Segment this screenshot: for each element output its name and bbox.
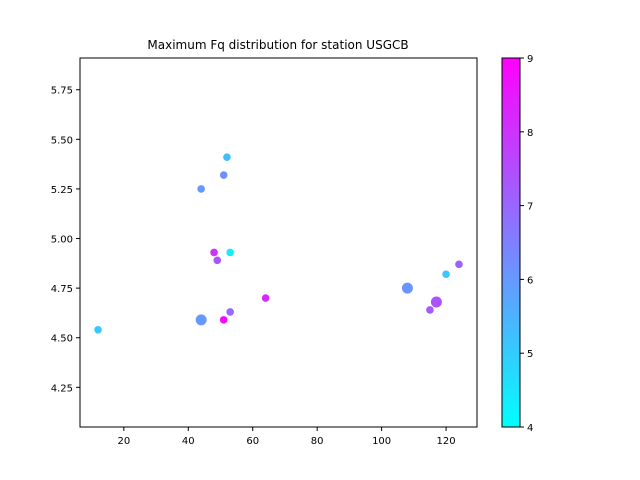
y-tick-label: 4.50 xyxy=(51,334,73,345)
colorbar-tick-label: 5 xyxy=(527,349,533,360)
data-point xyxy=(401,282,413,294)
data-point xyxy=(195,314,207,326)
x-tick-label: 60 xyxy=(246,436,259,447)
y-tick-label: 5.50 xyxy=(51,135,73,146)
data-point xyxy=(261,294,270,302)
points-layer xyxy=(94,153,463,334)
data-point xyxy=(226,248,234,257)
y-tick-label: 4.25 xyxy=(51,383,73,394)
colorbar-tick-label: 6 xyxy=(527,275,533,286)
x-tick-label: 80 xyxy=(311,436,324,447)
y-tick-label: 4.75 xyxy=(51,284,73,295)
data-point xyxy=(219,171,228,179)
y-tick-label: 5.75 xyxy=(51,86,73,97)
colorbar-tick-label: 8 xyxy=(527,128,533,139)
colorbar-axis: 4 5 6 7 8 9 xyxy=(520,54,533,434)
y-axis: 4.25 4.50 4.75 5.00 5.25 5.50 5.75 xyxy=(51,86,80,394)
data-point xyxy=(219,316,228,324)
data-point xyxy=(442,270,450,279)
y-tick-label: 5.00 xyxy=(51,235,73,246)
x-tick-label: 20 xyxy=(117,436,130,447)
data-point xyxy=(197,185,205,193)
data-point xyxy=(430,296,442,308)
y-tick-label: 5.25 xyxy=(51,185,73,196)
x-tick-label: 100 xyxy=(372,436,391,447)
plot-frame xyxy=(79,57,478,428)
colorbar-tick-label: 9 xyxy=(527,54,533,65)
data-point xyxy=(210,248,218,257)
data-point xyxy=(426,306,434,314)
x-tick-label: 40 xyxy=(182,436,195,447)
x-axis: 20 40 60 80 100 120 xyxy=(117,427,456,447)
data-point xyxy=(226,308,234,316)
data-point xyxy=(213,256,222,265)
colorbar-tick-label: 4 xyxy=(527,423,533,434)
colorbar-tick-label: 7 xyxy=(527,202,533,213)
data-point xyxy=(223,153,231,161)
data-point xyxy=(94,325,102,334)
data-point xyxy=(455,260,463,269)
chart-title: Maximum Fq distribution for station USGC… xyxy=(147,38,408,52)
colorbar xyxy=(501,57,521,428)
x-tick-label: 120 xyxy=(437,436,456,447)
